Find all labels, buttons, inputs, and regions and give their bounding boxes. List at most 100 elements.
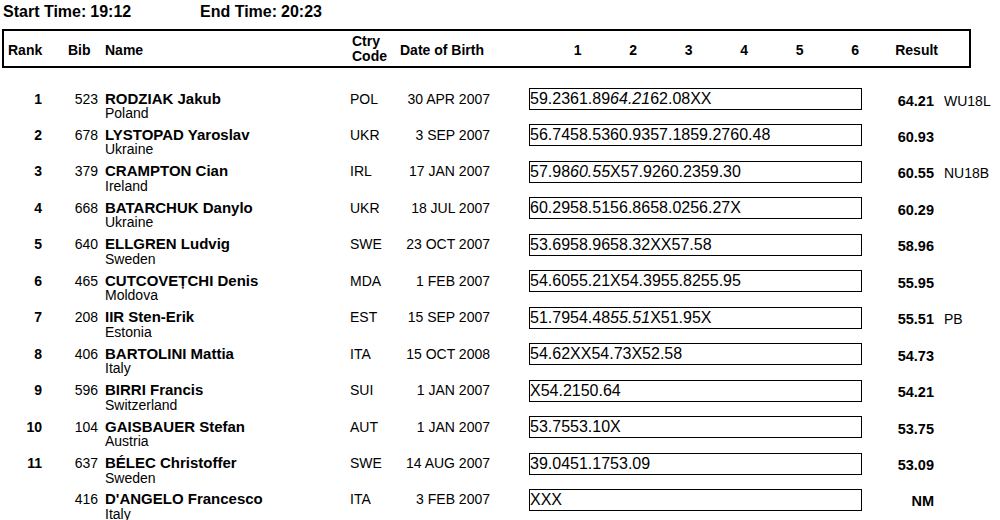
country-code-cell: ITA — [350, 491, 371, 507]
table-row: 416 D'ANGELO Francesco Italy ITA 3 FEB 2… — [0, 486, 1000, 520]
attempt-cell: 57.92 — [621, 163, 661, 181]
results-sheet: Start Time:19:12 End Time:20:23 Rank Bib… — [0, 0, 1000, 520]
attempt-cell: 60.93 — [610, 126, 650, 144]
attempt-cell: 55.51 — [610, 309, 650, 327]
bib-cell: 523 — [58, 91, 98, 107]
attempts-box: 57.98 60.55 X 57.92 60.23 59.30 — [529, 161, 862, 183]
attempts-box: X 54.21 50.64 — [529, 380, 862, 402]
attempt-cell: 61.89 — [570, 90, 610, 108]
attempt-cell: 60.55 — [570, 163, 610, 181]
attempts-box: 53.75 53.10 X — [529, 416, 862, 438]
attempts-box: 56.74 58.53 60.93 57.18 59.27 60.48 — [529, 124, 862, 146]
attempt-cell: 54.21 — [541, 382, 581, 400]
result-cell: 64.21 — [864, 93, 934, 109]
athlete-country: Poland — [105, 105, 149, 121]
date-of-birth-cell: 15 OCT 2008 — [395, 346, 490, 362]
attempt-cell: 58.53 — [570, 126, 610, 144]
attempt-cell: 59.23 — [530, 90, 570, 108]
attempt-cell: 54.62 — [530, 345, 570, 363]
remark-cell: WU18L — [944, 93, 991, 109]
date-of-birth-cell: 23 OCT 2007 — [395, 236, 490, 252]
athlete-country: Ukraine — [105, 141, 153, 157]
attempt-cell: 58.51 — [570, 199, 610, 217]
attempt-cell: 54.60 — [530, 272, 570, 290]
country-code-cell: UKR — [350, 127, 380, 143]
athlete-name: LYSTOPAD Yaroslav — [105, 126, 250, 143]
attempt-cell: 53.09 — [610, 455, 650, 473]
athlete-name: CRAMPTON Cian — [105, 162, 228, 179]
result-cell: 55.51 — [864, 311, 934, 327]
athlete-name: GAISBAUER Stefan — [105, 418, 245, 435]
attempts-box: 39.04 51.17 53.09 — [529, 453, 862, 475]
attempt-cell: 53.69 — [530, 236, 570, 254]
country-code-cell: AUT — [350, 419, 378, 435]
attempt-cell: 56.27 — [690, 199, 730, 217]
table-row: 4 668 BATARCHUK Danylo Ukraine UKR 18 JU… — [0, 195, 1000, 232]
attempt-cell: X — [661, 236, 672, 254]
attempt-cell: 58.02 — [650, 199, 690, 217]
attempt-cell: X — [730, 199, 741, 217]
attempt-cell: 56.74 — [530, 126, 570, 144]
result-cell: 60.55 — [864, 165, 934, 181]
remark-cell: PB — [944, 311, 963, 327]
result-cell: 58.96 — [864, 238, 934, 254]
athlete-name: ELLGREN Ludvig — [105, 235, 230, 252]
attempt-cell: 57.18 — [650, 126, 690, 144]
attempt-cell: 55.82 — [661, 272, 701, 290]
attempt-cell: X — [610, 272, 621, 290]
attempt-cell: X — [551, 491, 562, 509]
bib-cell: 668 — [58, 200, 98, 216]
remark-cell: NU18B — [944, 165, 989, 181]
athlete-country: Ukraine — [105, 214, 153, 230]
attempt-cell: 57.58 — [671, 236, 711, 254]
country-code-cell: MDA — [350, 273, 381, 289]
rank-cell: 11 — [4, 455, 42, 471]
bib-cell: 640 — [58, 236, 98, 252]
result-cell: 55.95 — [864, 275, 934, 291]
attempt-cell: 58.96 — [570, 236, 610, 254]
attempt-cell: 64.21 — [610, 90, 650, 108]
result-cell: 53.09 — [864, 457, 934, 473]
attempt-cell: X — [570, 345, 581, 363]
athlete-country: Austria — [105, 433, 149, 449]
attempts-box: 54.62 X X 54.73 X 52.58 — [529, 343, 862, 365]
bib-cell: 416 — [58, 491, 98, 507]
rank-cell: 7 — [4, 309, 42, 325]
bib-cell: 465 — [58, 273, 98, 289]
attempt-cell: X — [581, 345, 592, 363]
table-row: 3 379 CRAMPTON Cian Ireland IRL 17 JAN 2… — [0, 158, 1000, 195]
attempts-box: 60.29 58.51 56.86 58.02 56.27 X — [529, 197, 862, 219]
country-code-cell: UKR — [350, 200, 380, 216]
athlete-name: BARTOLINI Mattia — [105, 345, 234, 362]
attempts-box: 59.23 61.89 64.21 62.08 X X — [529, 88, 862, 110]
attempt-cell: 59.27 — [690, 126, 730, 144]
athlete-country: Italy — [105, 506, 131, 520]
attempt-cell: 54.39 — [621, 272, 661, 290]
attempt-cell: X — [631, 345, 642, 363]
result-cell: 54.73 — [864, 348, 934, 364]
table-row: 9 596 BIRRI Francis Switzerland SUI 1 JA… — [0, 377, 1000, 414]
rank-cell: 1 — [4, 91, 42, 107]
bib-cell: 637 — [58, 455, 98, 471]
bib-cell: 596 — [58, 382, 98, 398]
athlete-country: Estonia — [105, 324, 152, 340]
attempt-cell: X — [541, 491, 552, 509]
attempt-cell: 39.04 — [530, 455, 570, 473]
date-of-birth-cell: 15 SEP 2007 — [395, 309, 490, 325]
athlete-country: Switzerland — [105, 397, 177, 413]
country-code-cell: SUI — [350, 382, 373, 398]
attempt-cell: X — [701, 90, 712, 108]
date-of-birth-cell: 3 FEB 2007 — [395, 491, 490, 507]
athlete-name: BATARCHUK Danylo — [105, 199, 253, 216]
country-code-cell: SWE — [350, 236, 382, 252]
date-of-birth-cell: 18 JUL 2007 — [395, 200, 490, 216]
athlete-name: D'ANGELO Francesco — [105, 490, 263, 507]
attempt-cell: X — [530, 382, 541, 400]
rank-cell: 5 — [4, 236, 42, 252]
attempt-cell: X — [530, 491, 541, 509]
athlete-name: RODZIAK Jakub — [105, 90, 221, 107]
athlete-country: Sweden — [105, 251, 156, 267]
bib-cell: 406 — [58, 346, 98, 362]
attempts-box: X X X — [529, 489, 862, 511]
attempts-box: 51.79 54.48 55.51 X 51.95 X — [529, 307, 862, 329]
